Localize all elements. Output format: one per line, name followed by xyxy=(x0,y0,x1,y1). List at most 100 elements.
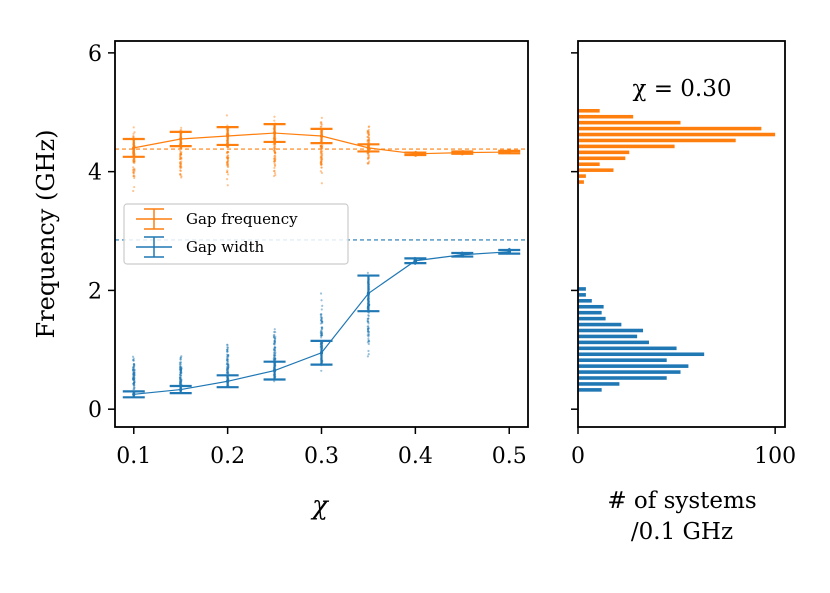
gap-frequency-sample-point xyxy=(179,163,182,166)
gap-width-sample-point xyxy=(226,349,229,353)
gap-frequency-sample-point xyxy=(273,157,276,160)
gap-width-sample-point xyxy=(179,382,182,385)
gap-frequency-sample-point xyxy=(319,161,322,164)
gap-frequency-sample-point xyxy=(273,150,276,153)
gap-width-sample-point xyxy=(273,354,276,357)
gap-width-sample-point xyxy=(180,366,183,369)
gap-frequency-sample-point xyxy=(320,145,323,149)
gap-frequency-sample-point xyxy=(132,159,135,162)
gap-frequency-sample-point xyxy=(226,163,230,167)
gap-width-sample-point xyxy=(179,372,182,375)
gap-frequency-sample-point xyxy=(179,152,183,155)
gap-frequency-sample-point xyxy=(272,169,276,173)
gap-frequency-sample-point xyxy=(319,145,322,148)
gap-frequency-sample-point xyxy=(367,133,370,136)
gap-frequency-sample-point xyxy=(226,161,229,164)
gap-width-sample-point xyxy=(226,348,229,351)
gap-frequency-sample-point xyxy=(179,166,182,169)
gap-frequency-sample-point xyxy=(273,149,276,152)
gap-frequency-sample-point xyxy=(273,171,277,175)
gap-width-sample-point xyxy=(133,377,136,380)
gap-frequency-sample-point xyxy=(367,154,371,157)
gap-frequency-mean-point xyxy=(413,152,417,156)
gap-width-sample-point xyxy=(366,334,369,337)
gap-width-sample-point xyxy=(179,380,183,383)
gap-width-sample-point xyxy=(179,368,182,371)
gap-width-sample-point xyxy=(132,373,135,376)
gap-frequency-sample-point xyxy=(320,160,323,163)
y-axis-label: Frequency (GHz) xyxy=(32,130,60,339)
gap-frequency-sample-point xyxy=(273,162,276,165)
gap-width-sample-point xyxy=(178,368,182,371)
gap-width-scatter-column xyxy=(178,355,183,389)
gap-frequency-sample-point xyxy=(133,160,136,163)
gap-width-sample-point xyxy=(179,380,182,383)
gap-width-sample-point xyxy=(227,366,230,369)
gap-width-sample-point xyxy=(179,371,182,374)
gap-frequency-histogram-bar xyxy=(578,138,736,143)
gap-frequency-mean-point xyxy=(272,131,277,135)
gap-width-sample-point xyxy=(132,386,136,389)
gap-width-histogram-bar xyxy=(578,334,638,339)
gap-width-mean-point xyxy=(132,392,136,396)
gap-frequency-sample-point xyxy=(273,147,277,150)
gap-width-sample-point xyxy=(273,348,276,351)
gap-width-sample-point xyxy=(133,374,136,377)
gap-width-sample-point xyxy=(367,329,370,333)
gap-frequency-histogram-bar xyxy=(578,132,776,137)
gap-frequency-sample-point xyxy=(274,163,277,167)
gap-width-mean-point xyxy=(319,351,324,355)
gap-width-sample-point xyxy=(227,364,230,367)
gap-width-sample-point xyxy=(320,318,323,321)
gap-frequency-sample-point xyxy=(367,137,370,140)
gap-width-sample-point xyxy=(319,292,323,295)
gap-width-sample-point xyxy=(179,381,182,385)
gap-width-errorbar xyxy=(263,360,286,381)
gap-width-histogram-bar xyxy=(578,322,622,327)
gap-frequency-sample-point xyxy=(179,156,182,159)
gap-frequency-sample-point xyxy=(273,147,276,150)
gap-width-sample-point xyxy=(321,320,324,324)
gap-width-sample-point xyxy=(367,313,370,317)
gap-width-sample-point xyxy=(179,382,183,385)
gap-frequency-sample-point xyxy=(273,154,277,157)
gap-width-sample-point xyxy=(273,342,276,345)
gap-width-sample-point xyxy=(179,365,182,368)
gap-width-sample-point xyxy=(133,376,136,379)
gap-width-sample-point xyxy=(226,367,230,370)
gap-frequency-sample-point xyxy=(273,158,276,162)
gap-frequency-sample-point xyxy=(319,145,322,148)
gap-frequency-sample-point xyxy=(132,157,136,160)
gap-frequency-sample-point xyxy=(320,158,323,162)
gap-width-sample-point xyxy=(179,374,183,377)
gap-width-sample-point xyxy=(367,314,370,318)
x-axis-label: χ xyxy=(310,491,330,521)
gap-frequency-sample-point xyxy=(320,125,323,128)
gap-frequency-sample-point xyxy=(225,151,228,155)
gap-width-sample-point xyxy=(226,357,229,360)
gap-width-sample-point xyxy=(133,380,136,384)
gap-width-sample-point xyxy=(179,383,182,386)
gap-width-sample-point xyxy=(132,365,135,369)
gap-width-sample-point xyxy=(272,349,276,352)
gap-width-sample-point xyxy=(273,340,276,343)
gap-width-sample-point xyxy=(133,368,136,371)
gap-width-sample-point xyxy=(320,326,323,329)
gap-frequency-sample-point xyxy=(368,125,371,128)
gap-width-sample-point xyxy=(179,370,182,373)
gap-width-sample-point xyxy=(273,356,276,359)
gap-frequency-sample-point xyxy=(366,139,369,142)
gap-frequency-sample-point xyxy=(320,162,323,165)
gap-frequency-sample-point xyxy=(179,149,182,152)
gap-frequency-sample-point xyxy=(319,144,322,147)
gap-width-sample-point xyxy=(180,355,183,358)
gap-width-sample-point xyxy=(274,354,277,357)
gap-width-sample-point xyxy=(133,381,136,384)
gap-width-sample-point xyxy=(272,353,276,356)
gap-width-sample-point xyxy=(133,373,136,377)
gap-width-sample-point xyxy=(226,359,229,362)
gap-width-sample-point xyxy=(226,366,230,369)
legend-box xyxy=(123,203,349,265)
gap-frequency-sample-point xyxy=(320,147,324,150)
